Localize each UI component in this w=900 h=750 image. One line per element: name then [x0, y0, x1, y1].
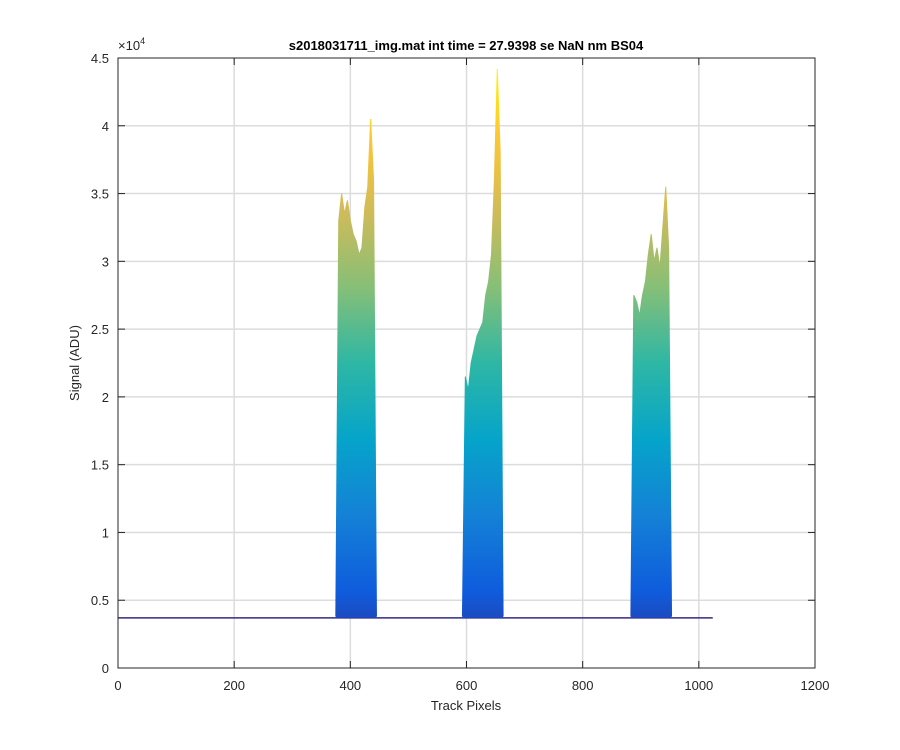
peak-2-area	[462, 68, 504, 618]
y-tick-label: 2.5	[91, 322, 109, 337]
y-tick-label: 4	[102, 119, 109, 134]
x-tick-label: 400	[339, 678, 361, 693]
y-tick-label: 1.5	[91, 458, 109, 473]
data-layer	[118, 68, 713, 619]
x-tick-label: 200	[223, 678, 245, 693]
y-exponent-base: ×10	[118, 38, 140, 53]
y-tick-label: 2	[102, 390, 109, 405]
peak-2-outline	[461, 68, 504, 617]
y-tick-label: 0.5	[91, 593, 109, 608]
x-tick-label: 1000	[684, 678, 713, 693]
peak-3-outline	[630, 186, 673, 617]
y-tick-label: 1	[102, 525, 109, 540]
peak-3-area	[630, 186, 672, 618]
x-tick-label: 1200	[801, 678, 830, 693]
peak-1-area	[335, 119, 377, 618]
x-tick-label: 800	[572, 678, 594, 693]
y-exponent-label: ×104	[118, 36, 145, 53]
y-tick-label: 4.5	[91, 51, 109, 66]
y-axis-label: Signal (ADU)	[67, 325, 82, 401]
y-tick-label: 3	[102, 254, 109, 269]
y-tick-label: 0	[102, 661, 109, 676]
tick-layer: 0 200 400 600 800 1000 1200 0 0.5 1 1.5 2 2.5 3 3.5 4 4.…	[91, 51, 830, 693]
y-exponent-power: 4	[140, 36, 145, 46]
chart-title: s2018031711_img.mat int time = 27.9398 s…	[289, 38, 644, 53]
x-axis-label: Track Pixels	[431, 698, 502, 713]
x-tick-label: 600	[456, 678, 478, 693]
x-tick-label: 0	[114, 678, 121, 693]
peak-1-outline	[335, 118, 377, 617]
y-tick-label: 3.5	[91, 187, 109, 202]
